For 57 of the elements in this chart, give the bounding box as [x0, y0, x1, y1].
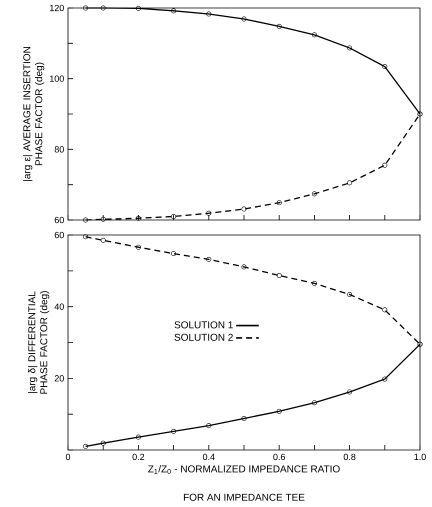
point	[136, 216, 141, 221]
y-tick-label: 120	[50, 4, 64, 12]
x-tick-label: 0.2	[132, 454, 144, 460]
point	[276, 200, 282, 206]
point	[242, 416, 246, 421]
point	[100, 216, 106, 222]
point	[312, 400, 317, 406]
point	[347, 180, 352, 186]
point	[136, 434, 141, 440]
point	[276, 273, 282, 278]
point	[347, 292, 352, 297]
point	[347, 389, 352, 394]
x-tick-label: 0	[66, 454, 70, 460]
point	[171, 214, 176, 219]
point	[206, 423, 212, 428]
point	[276, 408, 282, 414]
point	[100, 238, 106, 243]
point	[83, 218, 88, 222]
y-axis-title: |arg δ| DIFFERENTIAL PHASE FACTOR (deg)	[28, 291, 50, 394]
y-tick-label: 20	[54, 375, 64, 382]
point	[136, 6, 141, 11]
legend-label: SOLUTION 1	[174, 321, 233, 328]
point	[242, 16, 246, 22]
point	[347, 45, 352, 50]
y-tick-label: 40	[54, 303, 64, 310]
point	[242, 206, 246, 212]
point	[276, 24, 282, 29]
y-tick-label: 60	[54, 232, 64, 238]
point	[382, 376, 388, 382]
point	[382, 162, 388, 168]
point	[206, 12, 212, 17]
point	[206, 210, 212, 216]
y-tick-label: 100	[50, 75, 64, 82]
y-tick-label: 60	[54, 216, 64, 224]
point	[171, 251, 176, 256]
point	[382, 307, 388, 312]
point	[100, 6, 106, 10]
point	[382, 64, 388, 70]
point	[100, 440, 106, 446]
point	[312, 280, 317, 286]
x-axis-title: Z$_{1}$/Z$_{0}$ - NORMALIZED IMPEDANCE RATIO	[148, 465, 340, 474]
point	[171, 428, 176, 434]
point	[171, 8, 176, 14]
x-tick-label: 1.0	[414, 454, 426, 460]
x-tick-label: 0.4	[202, 454, 215, 460]
legend-label: SOLUTION 2	[174, 334, 233, 341]
point	[312, 191, 317, 196]
point	[312, 32, 317, 38]
y-axis-title: |arg ε| AVERAGE INSERTION PHASE FACTOR (deg)	[23, 47, 44, 181]
y-tick-label: 80	[54, 146, 64, 153]
point	[206, 256, 212, 262]
text: FOR AN IMPEDANCE TEE	[184, 494, 304, 501]
point	[83, 234, 88, 240]
x-tick-label: 0.6	[273, 454, 286, 460]
point	[136, 244, 141, 250]
x-tick-label: 0.8	[344, 454, 356, 460]
point	[242, 264, 246, 270]
